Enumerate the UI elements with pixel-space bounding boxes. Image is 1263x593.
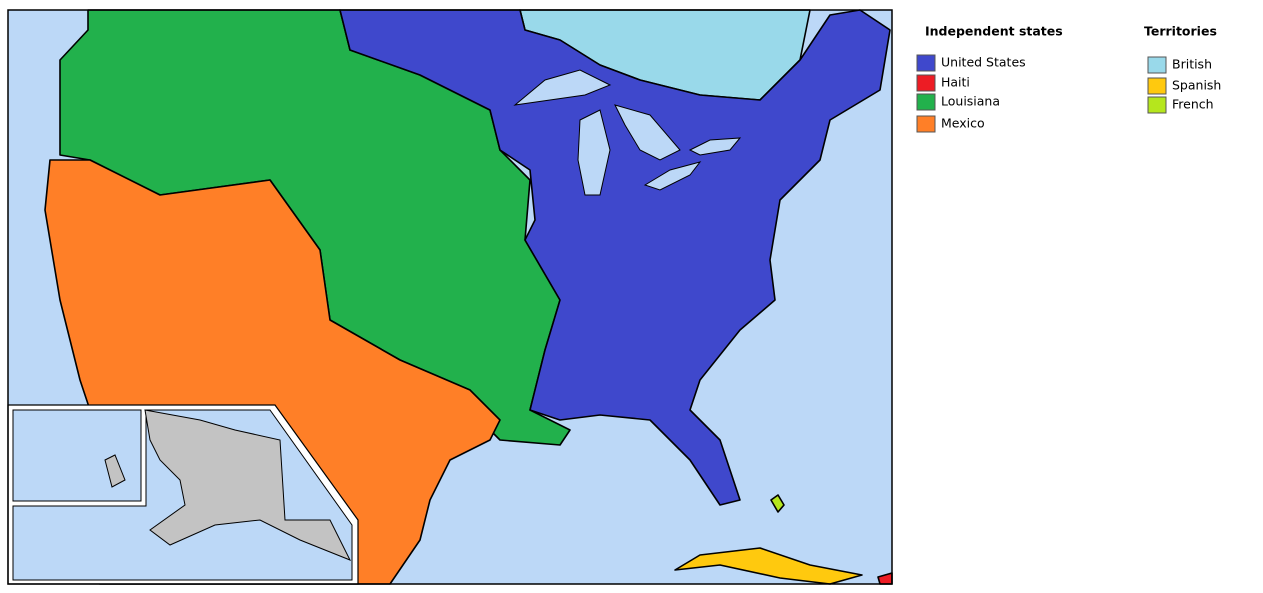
- lake-huron: [614, 104, 681, 161]
- cuba: [674, 547, 863, 585]
- lake-ontario: [688, 137, 742, 156]
- legend-title: Territories: [1144, 24, 1217, 39]
- legend-label: Mexico: [941, 116, 985, 131]
- legend-label: United States: [941, 55, 1026, 70]
- lake-erie: [643, 161, 702, 191]
- lake-michigan: [577, 109, 611, 196]
- legend-swatch: [916, 115, 936, 133]
- map-frame: [7, 9, 893, 585]
- legend-label: Haiti: [941, 75, 970, 90]
- legend-label: British: [1172, 57, 1212, 72]
- legend-swatch: [916, 93, 936, 111]
- lake-superior: [513, 69, 612, 106]
- legend-label: Spanish: [1172, 78, 1221, 93]
- legend-label: Louisiana: [941, 94, 1000, 109]
- legend-swatch: [1147, 77, 1167, 95]
- legend-swatch: [1147, 56, 1167, 74]
- legend: Independent states United States Haiti Loui…: [916, 24, 1221, 133]
- french-island: [770, 494, 785, 513]
- map: [7, 9, 893, 585]
- legend-swatch: [1147, 96, 1167, 114]
- inset: [7, 404, 359, 585]
- legend-swatch: [916, 54, 936, 72]
- us-region: [339, 9, 891, 506]
- legend-title: Independent states: [925, 24, 1063, 39]
- legend-swatch: [916, 74, 936, 92]
- legend-label: French: [1172, 97, 1214, 112]
